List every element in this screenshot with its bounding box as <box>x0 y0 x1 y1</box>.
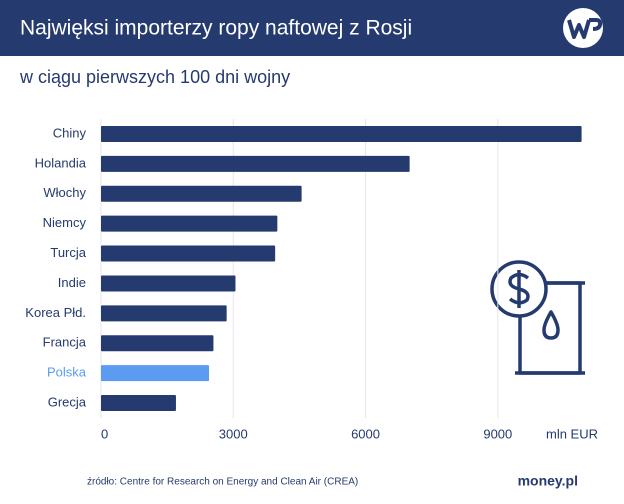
bar <box>101 275 236 292</box>
bar <box>101 365 210 382</box>
y-tick-label: Turcja <box>50 245 86 260</box>
bar <box>101 125 582 142</box>
barrel-icon <box>490 260 585 375</box>
brand: money.pl <box>518 473 578 489</box>
bar <box>101 245 276 262</box>
x-tick-label: 0 <box>101 426 108 441</box>
y-tick-label: Indie <box>58 275 86 290</box>
y-tick-label: Polska <box>47 365 87 380</box>
x-tick-label: 6000 <box>351 426 380 441</box>
bar <box>101 155 410 172</box>
wp-logo <box>563 8 603 48</box>
bar <box>101 335 214 352</box>
chart-title: Najwięksi importerzy ropy naftowej z Ros… <box>20 17 412 40</box>
y-tick-label: Niemcy <box>43 215 87 230</box>
plot: 0 3000 6000 9000 mln EUR Chiny Holandia Włochy N… <box>25 119 598 441</box>
y-tick-label: Włochy <box>43 185 86 200</box>
x-tick-label: 9000 <box>483 426 512 441</box>
header-band <box>0 0 624 56</box>
chart-subtitle: w ciągu pierwszych 100 dni wojny <box>19 67 290 87</box>
bar <box>101 185 302 202</box>
x-tick-label: 3000 <box>219 426 248 441</box>
y-tick-label: Korea Płd. <box>25 305 86 320</box>
source-note: źródło: Centre for Research on Energy an… <box>87 477 358 488</box>
bar <box>101 395 176 412</box>
y-tick-label: Chiny <box>53 125 87 140</box>
bar <box>101 215 278 232</box>
y-tick-label: Francja <box>43 335 87 350</box>
y-tick-label: Holandia <box>35 155 87 170</box>
y-tick-label: Grecja <box>48 394 87 409</box>
x-axis-label: mln EUR <box>546 426 598 441</box>
bar <box>101 305 227 322</box>
